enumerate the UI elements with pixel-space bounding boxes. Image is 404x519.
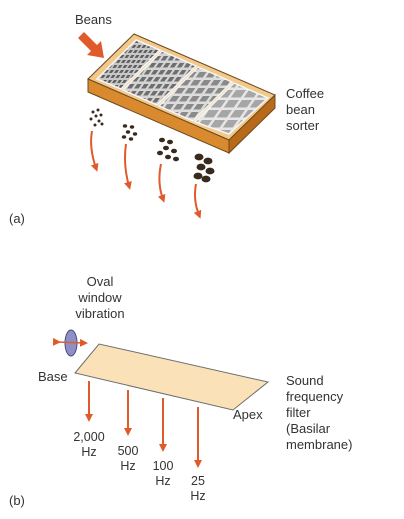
filter-label-line-1: Sound bbox=[286, 373, 324, 388]
coarse-screen bbox=[157, 66, 234, 122]
oval-window bbox=[52, 329, 88, 357]
panel-b-label: (b) bbox=[9, 493, 25, 508]
filter-label-line-3: filter bbox=[286, 405, 311, 420]
panel-a-label: (a) bbox=[9, 211, 25, 226]
filter-label-line-4: (Basilar bbox=[286, 421, 331, 436]
fall-arrow-4 bbox=[193, 183, 202, 219]
sorter-label-line-3: sorter bbox=[286, 118, 320, 133]
frequency-arrows bbox=[85, 381, 202, 468]
filter-label-line-5: membrane) bbox=[286, 437, 352, 452]
beans-label: Beans bbox=[75, 12, 112, 27]
panel-b: Oval window vibration Base Apex Sound fr… bbox=[9, 274, 352, 508]
bean-group-medium bbox=[121, 124, 138, 141]
sorter-label-line-2: bean bbox=[286, 102, 315, 117]
bean-group-largest bbox=[193, 153, 215, 183]
fine-screen bbox=[95, 39, 162, 90]
oval-window-label-line-2: window bbox=[77, 290, 122, 305]
apex-label: Apex bbox=[233, 407, 263, 422]
freq-500-unit: Hz bbox=[120, 459, 135, 473]
base-label: Base bbox=[38, 369, 68, 384]
sorter-label-line-1: Coffee bbox=[286, 86, 324, 101]
vibration-arrow bbox=[52, 337, 88, 347]
bean-group-coarse bbox=[157, 137, 179, 162]
fall-arrow-1 bbox=[90, 130, 99, 172]
oval-window-label-line-3: vibration bbox=[75, 306, 124, 321]
oval-window-label-line-1: Oval bbox=[87, 274, 114, 289]
fall-arrow-3 bbox=[157, 163, 166, 203]
freq-2000-unit: Hz bbox=[81, 445, 96, 459]
filter-label-line-2: frequency bbox=[286, 389, 344, 404]
freq-500-value: 500 bbox=[118, 444, 139, 458]
panel-a: Beans Coffee bean sorter bbox=[9, 12, 324, 226]
freq-2000-value: 2,000 bbox=[73, 430, 104, 444]
basilar-membrane bbox=[74, 343, 270, 411]
freq-100-unit: Hz bbox=[155, 474, 170, 488]
coarsest-screen bbox=[193, 82, 270, 135]
medium-screen bbox=[121, 50, 198, 106]
freq-100-value: 100 bbox=[153, 459, 174, 473]
beans-input-arrow bbox=[78, 32, 104, 58]
bean-group-fine bbox=[89, 108, 104, 127]
falling-arrows bbox=[90, 130, 202, 219]
freq-25-value: 25 bbox=[191, 474, 205, 488]
fall-arrow-2 bbox=[124, 143, 132, 190]
coffee-bean-sorter bbox=[87, 33, 276, 155]
freq-25-unit: Hz bbox=[190, 489, 205, 503]
